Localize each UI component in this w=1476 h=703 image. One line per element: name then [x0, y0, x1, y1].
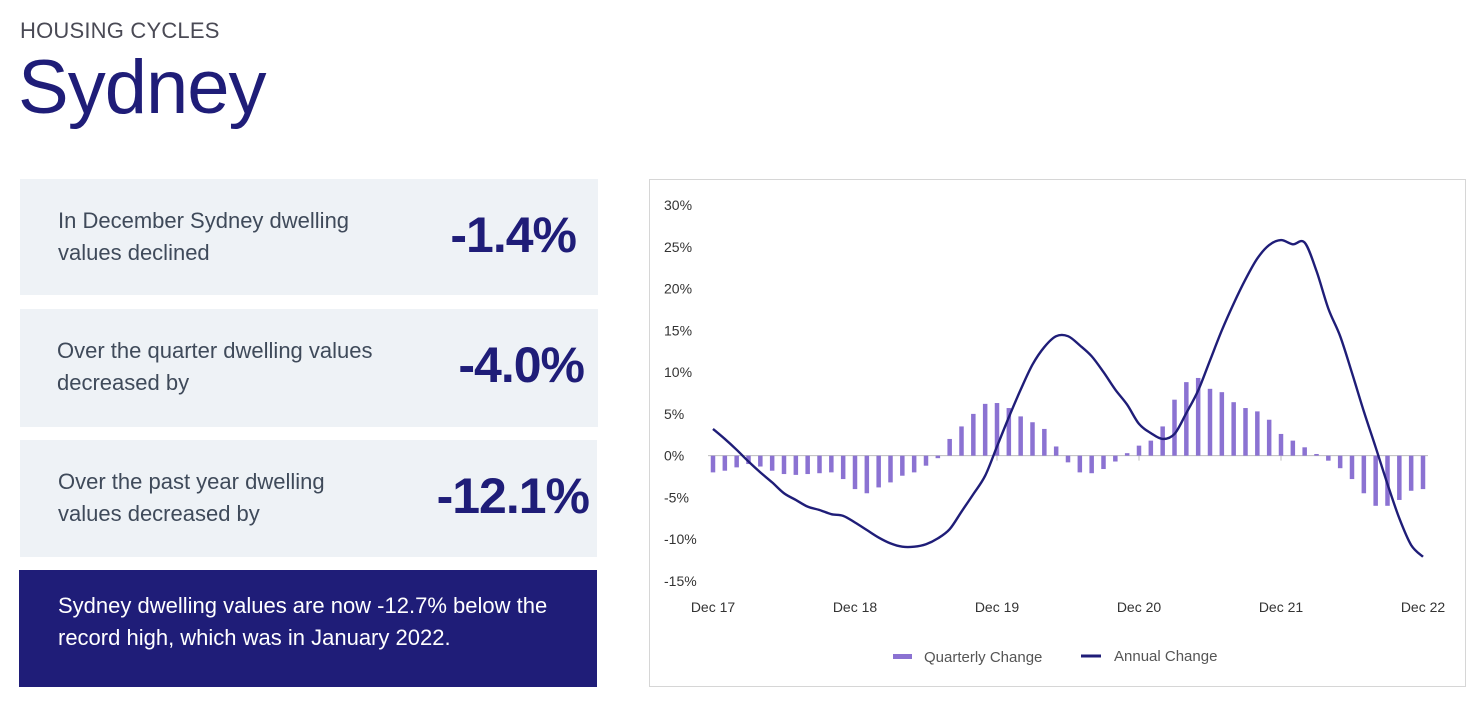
quarterly-change-bar	[888, 455, 893, 483]
chart-svg: 30% 25% 20% 15% 10% 5% 0% -5% -10% -15% Dec 17 Dec …	[664, 197, 1446, 666]
quarterly-change-bar	[829, 455, 834, 473]
quarterly-change-bar	[1077, 455, 1083, 473]
x-tick-label: Dec 22	[1401, 599, 1446, 615]
legend-quarterly-label: Quarterly Change	[924, 649, 1042, 666]
y-tick-label: 25%	[664, 239, 692, 255]
quarterly-change-bar	[911, 455, 917, 473]
y-tick-label: 20%	[664, 281, 692, 297]
legend-annual-label: Annual Change	[1114, 648, 1217, 665]
stat-card-month: In December Sydney dwelling values decli…	[20, 179, 598, 295]
quarterly-change-bar	[1397, 455, 1402, 500]
legend-quarterly-swatch	[893, 654, 912, 659]
quarterly-change-bar	[758, 455, 763, 467]
y-tick-label: 15%	[664, 322, 692, 338]
quarterly-change-bar	[722, 455, 728, 471]
annual-change-line	[712, 238, 1424, 558]
y-tick-label: -10%	[664, 531, 697, 547]
quarterly-change-bar	[1278, 433, 1284, 456]
quarterly-change-bar	[805, 455, 810, 475]
y-tick-label: 0%	[664, 448, 684, 464]
quarterly-change-bar	[1290, 440, 1296, 456]
quarterly-change-bar	[1231, 402, 1236, 456]
quarterly-change-bar	[1361, 455, 1367, 494]
y-tick-label: -15%	[664, 573, 697, 589]
quarterly-change-bar	[1136, 445, 1142, 456]
quarterly-change-bar	[1018, 416, 1023, 456]
x-tick-label: Dec 18	[833, 599, 878, 615]
record-high-banner: Sydney dwelling values are now -12.7% be…	[19, 570, 597, 687]
stat-card-quarter-text: Over the quarter dwelling values decreas…	[57, 338, 373, 395]
quarterly-change-bar	[947, 438, 952, 456]
quarterly-change-bar	[1373, 455, 1378, 506]
stat-card-year: Over the past year dwelling values decre…	[20, 440, 597, 557]
quarterly-change-bar	[1207, 388, 1213, 456]
x-tick-label: Dec 20	[1117, 599, 1162, 615]
page-title: Sydney	[18, 45, 266, 130]
x-tick-label: Dec 21	[1259, 599, 1304, 615]
quarterly-change-bar	[959, 426, 964, 456]
quarterly-change-bar	[1160, 426, 1165, 456]
quarterly-change-bar	[1172, 399, 1177, 456]
y-tick-label: 5%	[664, 406, 684, 422]
quarterly-change-bar	[1113, 455, 1118, 462]
stat-card-quarter: Over the quarter dwelling values decreas…	[20, 309, 598, 427]
quarterly-change-bar	[1006, 408, 1012, 456]
quarterly-change-bar	[923, 455, 929, 466]
quarterly-change-bar	[1243, 408, 1248, 456]
quarterly-change-bar	[1408, 455, 1414, 491]
x-tick-label: Dec 19	[975, 599, 1020, 615]
y-tick-label: -5%	[664, 489, 689, 505]
quarterly-change-bar	[852, 455, 858, 490]
quarterly-change-bar	[1195, 377, 1201, 456]
quarterly-change-bar	[1349, 455, 1355, 480]
quarterly-change-bar	[781, 455, 787, 475]
header-eyebrow: HOUSING CYCLES	[20, 18, 220, 43]
quarterly-change-bar	[1148, 440, 1154, 456]
quarterly-change-bar	[1065, 455, 1071, 463]
stat-card-month-value: -1.4%	[450, 207, 577, 263]
quarterly-change-bar	[1420, 455, 1426, 490]
y-tick-label: 10%	[664, 364, 692, 380]
quarterly-change-bar	[1302, 447, 1307, 456]
record-high-banner-text: Sydney dwelling values are now -12.7% be…	[58, 593, 548, 650]
stat-card-year-value: -12.1%	[436, 468, 590, 524]
stat-card-year-text: Over the past year dwelling values decre…	[58, 469, 325, 526]
quarterly-change-bar	[994, 403, 1000, 456]
quarterly-change-bar	[900, 455, 905, 476]
quarterly-change-bar	[971, 413, 976, 456]
quarterly-change-bar	[746, 455, 751, 465]
quarterly-change-bar	[1053, 446, 1059, 456]
quarterly-change-bar	[1326, 455, 1331, 461]
quarterly-change-bar	[1337, 455, 1343, 469]
quarterly-change-bar	[864, 455, 870, 494]
stat-card-quarter-value: -4.0%	[458, 337, 585, 393]
y-tick-label: 30%	[664, 197, 692, 213]
quarterly-change-bar	[1219, 392, 1225, 456]
quarterly-change-bar	[840, 455, 846, 480]
quarterly-change-bar	[876, 455, 881, 488]
quarterly-change-bar	[935, 455, 941, 459]
quarterly-change-bar	[710, 455, 716, 473]
quarterly-change-bar	[1030, 422, 1035, 456]
quarterly-change-bar	[793, 455, 799, 475]
housing-cycle-chart: 30% 25% 20% 15% 10% 5% 0% -5% -10% -15% Dec 17 Dec …	[649, 179, 1466, 687]
quarterly-change-bar	[1314, 453, 1319, 456]
quarterly-change-bar	[1266, 419, 1272, 456]
quarterly-change-bar	[1255, 411, 1260, 456]
x-tick-label: Dec 17	[691, 599, 736, 615]
quarterly-change-bar	[1184, 382, 1189, 456]
quarterly-change-bar	[1042, 428, 1047, 456]
quarterly-change-bar	[734, 455, 739, 468]
quarterly-change-bar	[769, 455, 775, 471]
stat-card-month-text: In December Sydney dwelling values decli…	[58, 208, 350, 265]
quarterly-change-bar	[982, 403, 988, 456]
quarterly-change-bar	[817, 455, 822, 474]
quarterly-change-bar	[1089, 455, 1094, 474]
quarterly-change-bar	[1101, 455, 1106, 470]
quarterly-change-bar	[1124, 453, 1130, 456]
